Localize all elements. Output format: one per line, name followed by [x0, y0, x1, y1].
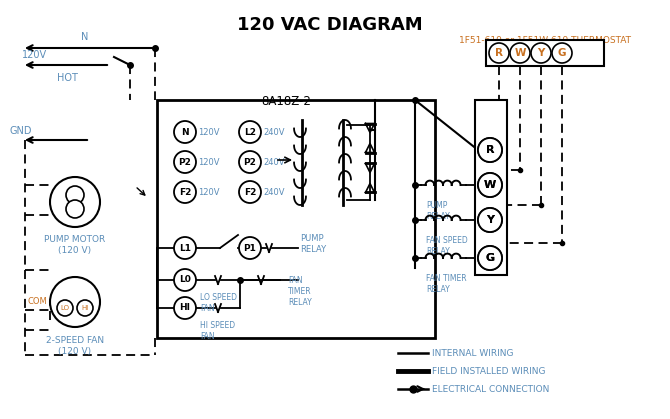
- Text: N: N: [181, 127, 189, 137]
- Circle shape: [239, 181, 261, 203]
- Text: Y: Y: [486, 215, 494, 225]
- Text: PUMP
RELAY: PUMP RELAY: [426, 201, 450, 221]
- Text: 240V: 240V: [263, 158, 285, 166]
- Text: L1: L1: [179, 243, 191, 253]
- Text: P1: P1: [244, 243, 257, 253]
- Text: R: R: [486, 145, 494, 155]
- Circle shape: [174, 297, 196, 319]
- Circle shape: [174, 151, 196, 173]
- Text: 120V: 120V: [198, 187, 220, 197]
- Text: FAN
TIMER
RELAY: FAN TIMER RELAY: [288, 276, 312, 307]
- Text: HI SPEED
FAN: HI SPEED FAN: [200, 321, 235, 341]
- Circle shape: [239, 151, 261, 173]
- Text: R: R: [486, 145, 494, 155]
- Circle shape: [478, 208, 502, 232]
- Bar: [475, 100, 507, 275]
- Circle shape: [478, 208, 502, 232]
- Text: FAN SPEED
RELAY: FAN SPEED RELAY: [426, 236, 468, 256]
- Circle shape: [478, 173, 502, 197]
- Text: W: W: [515, 48, 526, 58]
- Circle shape: [174, 181, 196, 203]
- Circle shape: [174, 121, 196, 143]
- Bar: [486, 40, 604, 66]
- Text: HI: HI: [81, 305, 88, 311]
- Text: N: N: [81, 32, 88, 42]
- Text: LO: LO: [60, 305, 70, 311]
- Circle shape: [478, 246, 502, 270]
- Circle shape: [478, 173, 502, 197]
- Text: 240V: 240V: [263, 127, 285, 137]
- Text: HOT: HOT: [57, 73, 78, 83]
- Circle shape: [531, 43, 551, 63]
- Text: G: G: [486, 253, 494, 263]
- Text: HI: HI: [180, 303, 190, 313]
- Text: 240V: 240V: [263, 187, 285, 197]
- Circle shape: [478, 138, 502, 162]
- Text: Y: Y: [537, 48, 545, 58]
- Text: F2: F2: [179, 187, 191, 197]
- Text: 1F51-619 or 1F51W-619 THERMOSTAT: 1F51-619 or 1F51W-619 THERMOSTAT: [459, 36, 631, 45]
- Circle shape: [77, 300, 93, 316]
- Text: FIELD INSTALLED WIRING: FIELD INSTALLED WIRING: [432, 367, 545, 375]
- Text: 120V: 120V: [198, 127, 220, 137]
- Text: W: W: [484, 180, 496, 190]
- Text: 120V: 120V: [22, 50, 47, 60]
- Circle shape: [239, 237, 261, 259]
- Bar: [157, 100, 435, 338]
- Circle shape: [50, 177, 100, 227]
- Circle shape: [174, 237, 196, 259]
- Text: FAN TIMER
RELAY: FAN TIMER RELAY: [426, 274, 466, 294]
- Circle shape: [50, 277, 100, 327]
- Text: PUMP MOTOR
(120 V): PUMP MOTOR (120 V): [44, 235, 106, 255]
- Circle shape: [478, 138, 502, 162]
- Text: L2: L2: [244, 127, 256, 137]
- Circle shape: [489, 43, 509, 63]
- Text: 2-SPEED FAN
(120 V): 2-SPEED FAN (120 V): [46, 336, 104, 356]
- Text: ELECTRICAL CONNECTION: ELECTRICAL CONNECTION: [432, 385, 549, 393]
- Text: F2: F2: [244, 187, 256, 197]
- Circle shape: [66, 200, 84, 218]
- Text: LO SPEED
FAN: LO SPEED FAN: [200, 293, 237, 313]
- Text: 120V: 120V: [198, 158, 220, 166]
- Text: 120 VAC DIAGRAM: 120 VAC DIAGRAM: [237, 16, 423, 34]
- Text: PUMP
RELAY: PUMP RELAY: [300, 234, 326, 254]
- Text: W: W: [484, 180, 496, 190]
- Text: GND: GND: [10, 126, 33, 136]
- Text: P2: P2: [244, 158, 257, 166]
- Circle shape: [239, 121, 261, 143]
- Text: INTERNAL WIRING: INTERNAL WIRING: [432, 349, 513, 357]
- Text: COM: COM: [27, 297, 47, 307]
- Circle shape: [510, 43, 530, 63]
- Circle shape: [478, 246, 502, 270]
- Text: G: G: [557, 48, 566, 58]
- Text: P2: P2: [179, 158, 192, 166]
- Circle shape: [174, 269, 196, 291]
- Text: G: G: [486, 253, 494, 263]
- Text: Y: Y: [486, 215, 494, 225]
- Text: 8A18Z-2: 8A18Z-2: [261, 95, 311, 108]
- Text: R: R: [495, 48, 503, 58]
- Circle shape: [57, 300, 73, 316]
- Circle shape: [552, 43, 572, 63]
- Text: L0: L0: [179, 276, 191, 285]
- Circle shape: [66, 186, 84, 204]
